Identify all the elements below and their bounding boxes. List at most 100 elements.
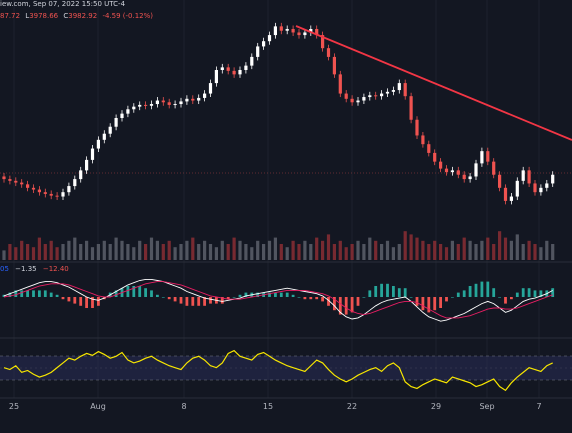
volume-bar bbox=[456, 244, 460, 260]
candle-body bbox=[326, 48, 331, 57]
candle-body bbox=[191, 98, 195, 101]
candle-body bbox=[179, 101, 183, 105]
candle-body bbox=[203, 93, 207, 98]
volume-bar bbox=[474, 244, 478, 260]
candle-body bbox=[149, 104, 154, 106]
candle-body bbox=[433, 152, 437, 162]
volume-bar bbox=[238, 240, 242, 260]
volume-bar bbox=[2, 250, 6, 260]
candle-body bbox=[338, 74, 342, 94]
macd-histogram-bar bbox=[144, 288, 147, 297]
macd-histogram-bar bbox=[309, 297, 313, 300]
candle-body bbox=[197, 97, 201, 101]
macd-histogram-bar bbox=[321, 297, 324, 302]
candle-body bbox=[391, 90, 395, 92]
candle-body bbox=[244, 65, 248, 70]
macd-histogram-bar bbox=[350, 297, 354, 313]
candle-body bbox=[267, 35, 272, 42]
volume-bar bbox=[49, 240, 53, 260]
trendline-drawing[interactable] bbox=[295, 25, 572, 141]
candle-body bbox=[427, 144, 431, 153]
macd-histogram-bar bbox=[504, 297, 507, 304]
candle-body bbox=[533, 183, 537, 193]
ohlc-legend: 87.72 L3978.66 C3982.92 -4.59 (-0.12%) bbox=[0, 12, 153, 20]
macd-histogram-bar bbox=[480, 281, 484, 297]
macd-histogram-bar bbox=[49, 292, 53, 297]
volume-bar bbox=[37, 237, 41, 260]
volume-bar bbox=[214, 247, 218, 260]
macd-histogram-bar bbox=[291, 294, 295, 297]
candle-body bbox=[456, 170, 460, 175]
volume-bar bbox=[291, 240, 295, 260]
x-axis-label[interactable]: Sep bbox=[479, 402, 495, 411]
volume-bar bbox=[498, 231, 502, 260]
volume-bar bbox=[374, 240, 378, 260]
candle-body bbox=[208, 83, 213, 94]
x-axis-label[interactable]: 29 bbox=[430, 402, 442, 411]
volume-bar bbox=[385, 240, 390, 260]
volume-bar bbox=[285, 247, 289, 260]
candle-body bbox=[315, 28, 319, 36]
candle-body bbox=[321, 35, 325, 49]
macd-histogram-bar bbox=[333, 297, 336, 311]
macd-value: 05 bbox=[0, 265, 9, 273]
macd-histogram-bar bbox=[427, 297, 431, 313]
macd-histogram-bar bbox=[421, 297, 425, 311]
volume-bar bbox=[256, 240, 260, 260]
macd-histogram-bar bbox=[315, 297, 319, 300]
volume-bar bbox=[421, 240, 425, 260]
volume-bar bbox=[409, 234, 413, 260]
volume-bar bbox=[144, 244, 148, 260]
macd-histogram-bar bbox=[85, 297, 88, 308]
candle-body bbox=[262, 41, 266, 47]
macd-histogram-bar bbox=[380, 283, 383, 297]
volume-bar bbox=[297, 244, 301, 260]
macd-line bbox=[3, 278, 553, 322]
candle-body bbox=[20, 182, 24, 185]
candle-body bbox=[144, 104, 148, 106]
macd-histogram-bar bbox=[462, 290, 466, 297]
x-axis-label[interactable]: 22 bbox=[346, 402, 358, 411]
x-axis-label[interactable]: 7 bbox=[536, 402, 542, 411]
volume-bar bbox=[415, 237, 419, 260]
candle-body bbox=[521, 170, 525, 181]
macd-histogram-bar bbox=[185, 297, 189, 306]
macd-histogram-bar bbox=[392, 286, 395, 297]
macd-histogram-bar bbox=[226, 297, 230, 300]
volume-bar bbox=[191, 237, 195, 260]
volume-bar bbox=[303, 240, 307, 260]
volume-bar bbox=[427, 244, 431, 260]
candle-body bbox=[509, 196, 513, 201]
volume-bar bbox=[73, 237, 77, 260]
x-axis-label[interactable]: 15 bbox=[262, 402, 274, 411]
candle-body bbox=[515, 180, 519, 197]
volume-bar bbox=[43, 244, 47, 260]
volume-bar bbox=[356, 240, 360, 260]
candle-body bbox=[498, 174, 502, 188]
rsi-line bbox=[3, 349, 553, 392]
macd-histogram-bar bbox=[126, 286, 130, 297]
volume-bar bbox=[403, 231, 407, 260]
volume-bar bbox=[503, 237, 508, 260]
x-axis-label[interactable]: 8 bbox=[181, 402, 187, 411]
volume-bar bbox=[391, 247, 395, 260]
macd-histogram-bar bbox=[161, 297, 165, 298]
macd-histogram-bar bbox=[191, 297, 195, 306]
volume-bar bbox=[462, 237, 466, 260]
candle-body bbox=[362, 97, 366, 101]
x-axis-label[interactable]: Aug bbox=[90, 402, 106, 411]
volume-bar bbox=[203, 240, 207, 260]
macd-histogram-bar bbox=[445, 297, 448, 302]
volume-bar bbox=[132, 247, 136, 260]
macd-histogram-bar bbox=[38, 290, 41, 297]
volume-bar bbox=[161, 244, 165, 260]
x-axis-label[interactable]: 25 bbox=[8, 402, 20, 411]
volume-bar bbox=[315, 237, 319, 260]
macd-histogram-bar bbox=[521, 288, 525, 297]
candlestick-series[interactable] bbox=[2, 22, 555, 205]
macd-histogram-bar bbox=[492, 288, 496, 297]
macd-histogram-bar bbox=[61, 297, 65, 300]
macd-histogram-bar bbox=[203, 297, 206, 306]
volume-bar bbox=[350, 244, 354, 260]
